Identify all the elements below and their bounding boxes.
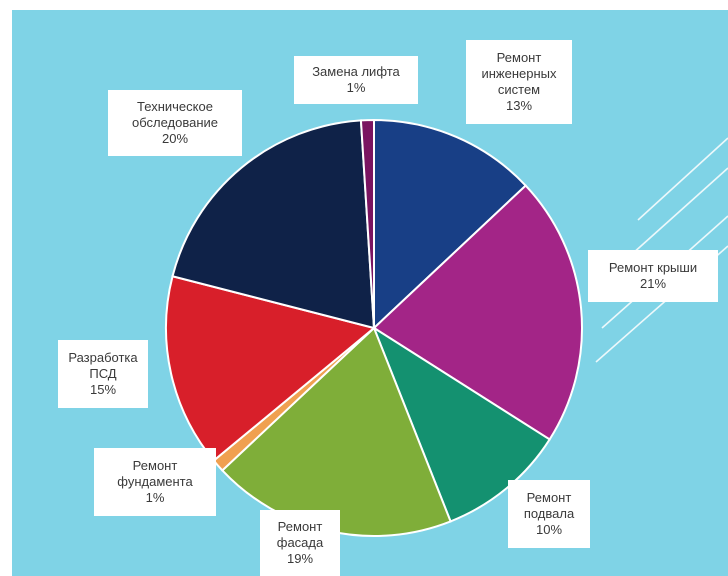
pie-slice [171, 119, 376, 330]
data-label-box [588, 250, 718, 302]
data-label-box [58, 340, 148, 408]
data-label-box [94, 448, 216, 516]
data-label-text: 1% [347, 80, 366, 95]
data-label-text: Техническое [137, 99, 213, 114]
data-label-text: ПСД [89, 366, 116, 381]
data-label-text: Ремонт [527, 490, 572, 505]
data-label-text: 13% [506, 98, 532, 113]
pie-slice [165, 275, 377, 462]
data-label-box [466, 40, 572, 124]
data-label-text: 15% [90, 382, 116, 397]
slide-background: Ремонт инженерных систем 13% Ремонт крыши 21%… [12, 10, 728, 576]
data-label-text: 19% [287, 551, 313, 566]
data-label-text: 20% [162, 131, 188, 146]
data-label-text: фасада [277, 535, 324, 550]
data-label-text: Ремонт [278, 519, 323, 534]
pie-slice [359, 118, 375, 329]
data-label-text: подвала [524, 506, 575, 521]
data-label-text: обследование [132, 115, 218, 130]
data-label-box [508, 480, 590, 548]
data-label-text: Ремонт [497, 50, 542, 65]
data-label-text: 10% [536, 522, 562, 537]
data-label-text: инженерных [481, 66, 557, 81]
data-label-box [294, 56, 418, 104]
data-label-text: Замена лифта [312, 64, 400, 79]
data-label-text: 21% [640, 276, 666, 291]
data-label-box [260, 510, 340, 576]
data-label-text: 1% [146, 490, 165, 505]
pie-slice [373, 118, 528, 331]
pie-slice [372, 184, 583, 441]
data-label-text: систем [498, 82, 540, 97]
pie-slice [371, 325, 552, 523]
data-label-text: Разработка [68, 350, 138, 365]
data-label-box [108, 90, 242, 156]
data-label-text: Ремонт [133, 458, 178, 473]
pie-slices [165, 118, 583, 537]
data-label-text: Ремонт крыши [609, 260, 697, 275]
data-label-text: фундамента [117, 474, 193, 489]
